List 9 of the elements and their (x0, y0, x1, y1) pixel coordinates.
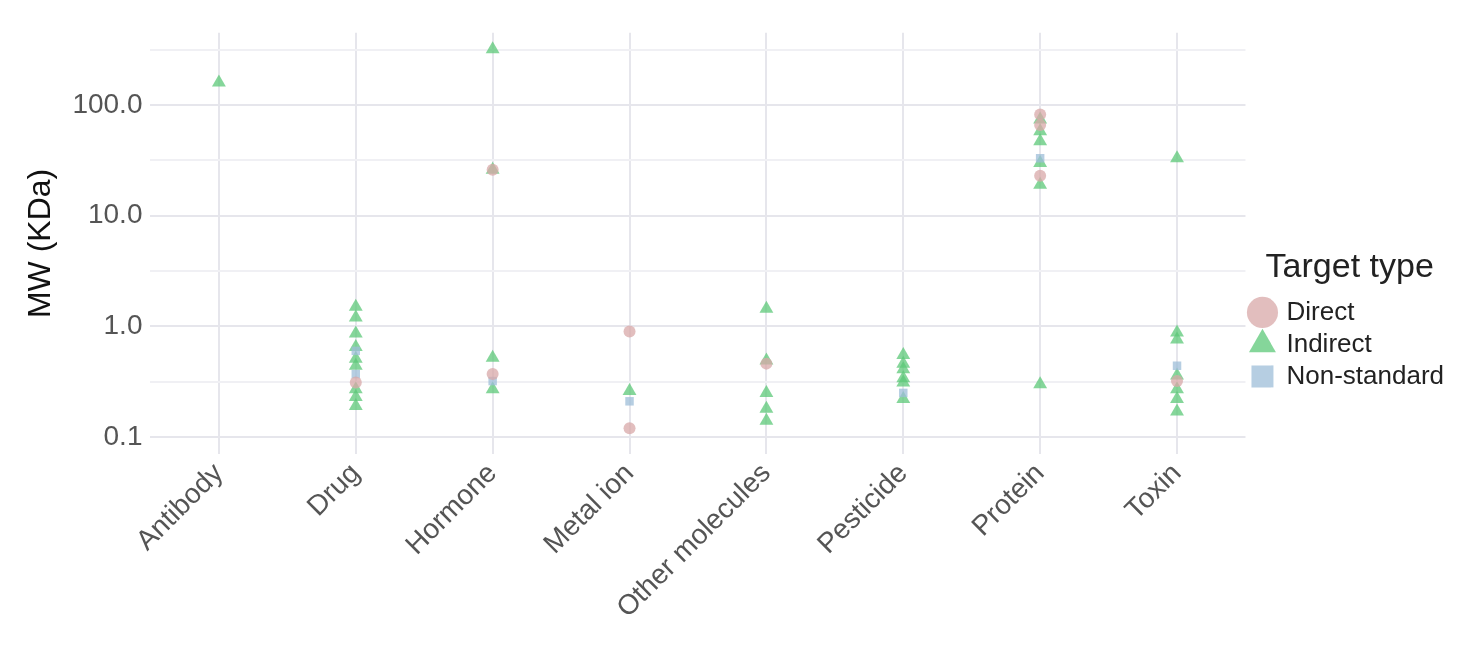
y-tick-label: 0.1 (103, 419, 143, 451)
y-tick-label: 1.0 (103, 309, 143, 341)
y-axis-title: MW (KDa) (21, 168, 58, 319)
y-tick-label: 10.0 (87, 198, 143, 230)
y-tick-label: 100.0 (72, 87, 143, 119)
legend-label: Indirect (1286, 327, 1373, 358)
legend-label: Non-standard (1286, 359, 1445, 390)
legend-title: Target type (1265, 245, 1434, 284)
legend-label: Direct (1286, 295, 1356, 326)
